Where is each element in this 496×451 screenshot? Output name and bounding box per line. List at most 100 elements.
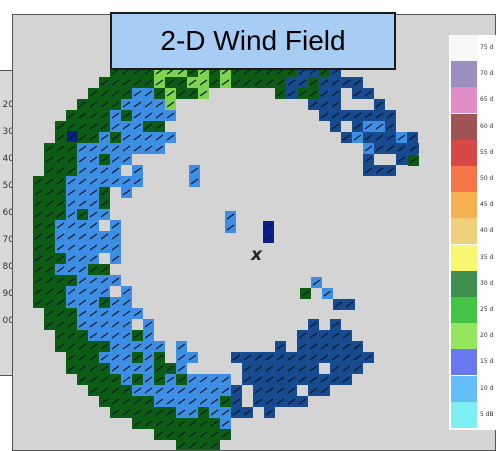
- wind-vector: [144, 112, 153, 119]
- wind-vector: [133, 420, 142, 427]
- wind-vector: [89, 112, 98, 119]
- legend-label: 60 d: [480, 122, 494, 130]
- wind-vector: [89, 134, 98, 141]
- wind-vector: [133, 354, 142, 361]
- wind-vector: [334, 301, 343, 308]
- wind-vector: [100, 321, 109, 328]
- wind-vector: [144, 79, 153, 86]
- wind-vector: [89, 343, 98, 350]
- wind-vector: [287, 79, 296, 86]
- legend-entry: 50 d: [449, 166, 496, 194]
- wind-vector: [133, 365, 142, 372]
- wind-vector: [364, 90, 373, 97]
- wind-vector: [89, 189, 98, 196]
- wind-vector: [188, 354, 197, 361]
- wind-vector: [89, 321, 98, 328]
- wind-vector: [144, 420, 153, 427]
- wind-vector: [144, 387, 153, 394]
- wind-vector: [155, 420, 164, 427]
- wind-vector: [166, 365, 175, 372]
- wind-vector: [78, 343, 87, 350]
- wind-vector: [100, 211, 109, 218]
- wind-vector: [188, 431, 197, 438]
- wind-vector: [226, 213, 235, 220]
- wind-vector: [331, 332, 340, 339]
- wind-vector: [264, 223, 273, 230]
- wind-vector: [199, 431, 208, 438]
- wind-vector: [122, 398, 131, 405]
- wind-vector: [188, 442, 197, 449]
- wind-vector: [386, 145, 395, 152]
- legend-entry: 25 d: [449, 297, 496, 325]
- wind-vector: [190, 167, 199, 174]
- wind-vector: [133, 398, 142, 405]
- wind-vector: [375, 123, 384, 130]
- legend-label: 45 d: [480, 201, 494, 209]
- wind-vector: [111, 299, 120, 306]
- wind-vector: [56, 222, 65, 229]
- wind-vector: [67, 112, 76, 119]
- wind-vector: [133, 134, 142, 141]
- wind-vector: [188, 90, 197, 97]
- wind-vector: [78, 321, 87, 328]
- wind-vector: [144, 332, 153, 339]
- wind-vector: [298, 354, 307, 361]
- wind-vector: [243, 376, 252, 383]
- wind-vector: [177, 90, 186, 97]
- wind-vector: [320, 354, 329, 361]
- wind-vector: [166, 387, 175, 394]
- wind-vector: [122, 365, 131, 372]
- wind-vector: [78, 167, 87, 174]
- wind-vector: [199, 398, 208, 405]
- wind-vector: [111, 145, 120, 152]
- wind-vector: [56, 178, 65, 185]
- wind-vector: [100, 266, 109, 273]
- wind-vector: [210, 409, 219, 416]
- wind-vector: [67, 123, 76, 130]
- wind-vector: [89, 167, 98, 174]
- wind-vector: [78, 244, 87, 251]
- wind-vector: [375, 112, 384, 119]
- wind-vector: [122, 409, 131, 416]
- wind-vector: [155, 409, 164, 416]
- wind-vector: [122, 123, 131, 130]
- wind-vector: [67, 266, 76, 273]
- background-tick-label: 20: [2, 100, 14, 110]
- legend-swatch: [451, 297, 477, 323]
- wind-vector: [133, 79, 142, 86]
- wind-vector: [342, 332, 351, 339]
- wind-vector: [133, 112, 142, 119]
- wind-vector: [155, 354, 164, 361]
- wind-vector: [166, 398, 175, 405]
- wind-vector: [133, 145, 142, 152]
- wind-vector: [56, 189, 65, 196]
- wind-vector: [67, 343, 76, 350]
- legend-label: 15 d: [480, 358, 494, 366]
- wind-vector: [309, 365, 318, 372]
- wind-vector: [199, 420, 208, 427]
- wind-vector: [345, 301, 354, 308]
- wind-vector: [133, 167, 142, 174]
- wind-vector: [155, 431, 164, 438]
- wind-vector: [265, 79, 274, 86]
- wind-vector: [100, 343, 109, 350]
- wind-vector: [68, 133, 77, 140]
- wind-vector: [166, 134, 175, 141]
- background-tick-label: 50: [2, 181, 14, 191]
- legend-label: 70 d: [480, 70, 494, 78]
- wind-vector: [34, 244, 43, 251]
- wind-vector: [45, 266, 54, 273]
- wind-vector: [386, 167, 395, 174]
- wind-vector: [331, 123, 340, 130]
- wind-vector: [122, 145, 131, 152]
- wind-vector: [298, 79, 307, 86]
- wind-vector: [78, 299, 87, 306]
- wind-vector: [166, 420, 175, 427]
- wind-vector: [100, 200, 109, 207]
- wind-vector: [155, 101, 164, 108]
- wind-vector: [320, 79, 329, 86]
- legend-entry: 15 d: [449, 349, 496, 377]
- wind-vector: [34, 277, 43, 284]
- wind-vector: [111, 79, 120, 86]
- wind-vector: [34, 222, 43, 229]
